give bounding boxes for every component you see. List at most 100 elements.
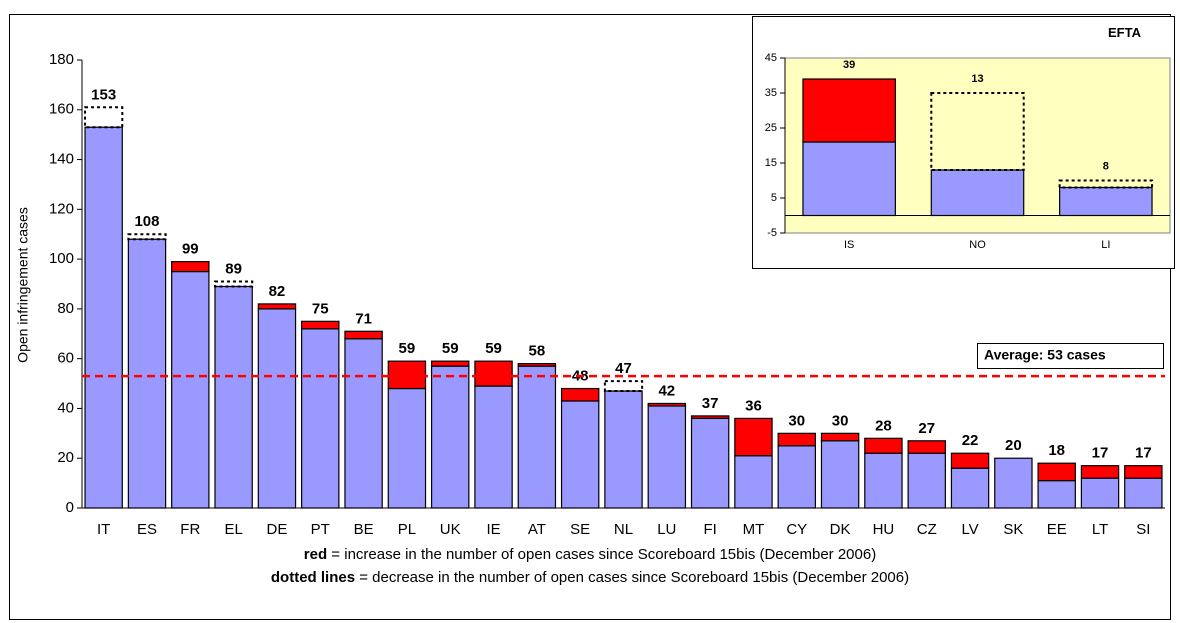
x-tick-label: MT [743,521,765,538]
bar [257,308,297,509]
x-tick-label: EL [224,521,242,538]
x-tick-label: LU [657,521,676,538]
x-tick-label: AT [528,521,546,538]
y-tick-label: 120 [49,200,74,217]
bar [930,169,1025,217]
bar-increase [734,417,773,457]
bar [994,457,1033,509]
bar [907,452,946,509]
y-tick-label: 15 [765,157,777,169]
bar [344,338,383,509]
bar-increase [820,432,860,442]
data-label: 27 [918,420,935,437]
data-label: 8 [1103,160,1109,172]
bar-increase [430,360,470,367]
bar [1124,477,1163,509]
bar-increase [647,402,687,407]
bar-increase [690,415,730,419]
x-tick-label: CZ [917,521,937,538]
bar-increase [864,437,903,454]
bar-increase [1080,465,1120,479]
data-label: 59 [442,340,459,357]
data-label: 47 [615,360,632,377]
note-text: = decrease in the number of open cases s… [355,569,909,586]
x-tick-label: SK [1003,521,1023,538]
bar [777,445,817,509]
x-tick-label: NL [614,521,633,538]
bar-increase [517,363,557,367]
data-label: 71 [355,310,372,327]
x-tick-label: FI [703,521,716,538]
data-label: 18 [1048,442,1065,459]
data-label: 13 [971,73,983,85]
bar [560,400,600,509]
bar [802,141,896,217]
average-box [977,343,1164,369]
bar-decrease [930,92,1025,171]
data-label: 153 [91,86,116,103]
y-tick-label: 140 [49,151,74,168]
average-label: Average: 53 cases [984,347,1106,363]
x-tick-label: SE [570,521,590,538]
bar [1037,480,1076,509]
y-tick-label: 40 [57,399,74,416]
bar-increase [344,330,383,340]
bar-increase [387,360,427,390]
data-label: 22 [962,432,979,449]
x-tick-label: IS [844,239,854,251]
x-tick-label: DE [267,521,288,538]
bar [734,455,773,509]
y-tick-label: 45 [765,52,777,64]
bar-decrease [127,233,167,241]
inset-title: EFTA [1108,25,1142,40]
bar [820,440,860,509]
data-label: 42 [658,382,675,399]
bar [647,405,687,509]
bar [864,452,903,509]
x-tick-label: UK [440,521,461,538]
x-tick-label: PL [398,521,416,538]
data-label: 36 [745,397,762,414]
x-tick-label: HU [873,521,895,538]
bar-increase [1124,465,1163,479]
x-tick-label: BE [354,521,374,538]
bar [474,385,513,509]
bar-increase [802,78,896,143]
bar-increase [907,440,946,454]
bar [604,390,643,509]
data-label: 30 [788,412,805,429]
x-tick-label: FR [180,521,200,538]
x-tick-label: EE [1047,521,1067,538]
y-tick-label: 100 [49,250,74,267]
bar [430,365,470,509]
bar [1080,477,1120,509]
y-tick-label: -5 [767,227,777,239]
data-label: 28 [875,417,892,434]
bar-increase [950,452,990,469]
bar-increase [171,261,210,273]
data-label: 82 [269,283,286,300]
data-label: 17 [1135,445,1152,462]
y-tick-label: 180 [49,51,74,68]
x-tick-label: DK [830,521,851,538]
x-tick-label: LI [1101,239,1110,251]
x-tick-label: LV [961,521,978,538]
bar-increase [1037,462,1076,482]
data-label: 108 [134,213,159,230]
x-tick-label: CY [786,521,807,538]
bar [171,270,210,509]
bar [517,365,557,509]
data-label: 99 [182,241,199,258]
data-label: 59 [399,340,416,357]
y-tick-label: 35 [765,87,777,99]
data-label: 39 [843,59,855,71]
bar-increase [474,360,513,387]
note-key: red [304,546,327,563]
data-label: 20 [1005,437,1022,454]
x-tick-label: LT [1092,521,1108,538]
y-axis-label: Open infringement cases [15,207,31,363]
y-tick-label: 80 [57,300,74,317]
bar [301,328,340,509]
